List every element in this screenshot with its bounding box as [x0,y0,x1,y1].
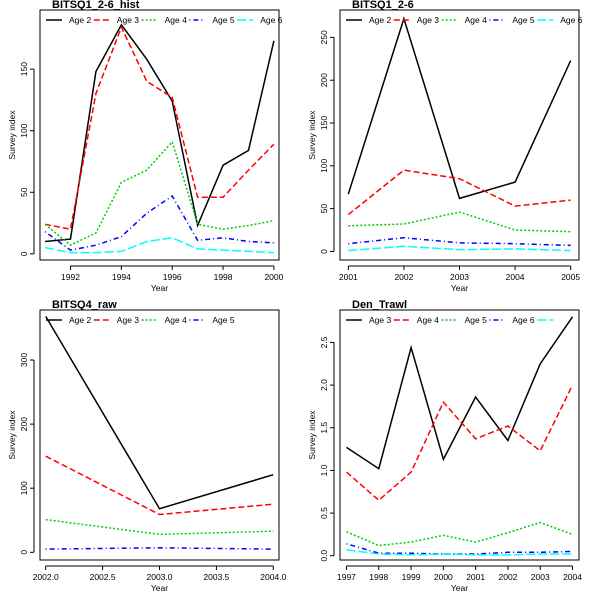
legend-label: Age 6 [260,15,282,25]
y-tick-label: 2.0 [319,379,329,391]
legend-label: Age 5 [465,315,487,325]
chart-title: Den_Trawl [352,299,407,311]
legend-label: Age 4 [465,15,487,25]
x-tick-label: 2002.0 [33,572,59,582]
chart-panel-3: BITSQ4_raw 2002.0 2002.5 2003.0 2003.5 2004.0… [7,299,287,593]
plot-frame [39,9,280,261]
y-tick-label: 150 [319,116,329,130]
y-tick-label: 0 [19,550,29,555]
series-line-1 [45,316,274,510]
x-tick-label: 2004 [506,272,525,282]
x-tick-label: 1998 [214,272,233,282]
y-tick-label: 2.5 [319,336,329,348]
x-tick-label: 2004 [563,572,582,582]
series-line-5 [348,245,571,252]
y-tick-label: 100 [19,123,29,137]
series-line-3 [348,211,571,233]
series-line-2 [346,384,574,502]
x-axis-label: Year [151,283,168,293]
legend-label: Age 2 [69,315,91,325]
legend-label: Age 3 [369,315,391,325]
legend-label: Age 4 [165,15,187,25]
y-tick-label: 100 [19,481,29,495]
x-tick-label: 1997 [337,572,356,582]
legend-label: Age 5 [212,15,234,25]
y-axis-label: Survey index [307,410,317,460]
legend-label: Age 2 [69,15,91,25]
series-line-3 [44,140,275,247]
y-tick-label: 50 [319,204,329,214]
x-tick-label: 2005 [561,272,580,282]
series-line-2 [44,25,275,231]
x-tick-label: 1999 [402,572,421,582]
x-tick-label: 2000 [434,572,453,582]
x-tick-label: 2002 [394,272,413,282]
y-tick-label: 0 [319,249,329,254]
y-tick-label: 0.5 [319,507,329,519]
series-line-2 [45,455,274,516]
legend-label: Age 5 [512,15,534,25]
legend-label: Age 5 [212,315,234,325]
y-tick-label: 0 [19,251,29,256]
y-tick-label: 0.0 [319,550,329,562]
x-tick-label: 1996 [163,272,182,282]
x-tick-label: 2002 [498,572,517,582]
x-tick-label: 2000 [264,272,283,282]
series-line-4 [348,236,571,247]
x-tick-label: 2003 [531,572,550,582]
x-axis-label: Year [151,583,168,593]
series-line-1 [346,316,574,470]
y-tick-label: 200 [319,73,329,87]
x-tick-label: 1994 [112,272,131,282]
chart-title: BITSQ1_2-6 [352,0,414,11]
legend-label: Age 4 [165,315,187,325]
x-tick-label: 2003 [450,272,469,282]
series-line-2 [347,169,571,216]
plot-frame [39,309,280,561]
x-tick-label: 2003.0 [147,572,173,582]
y-tick-label: 50 [19,187,29,197]
y-tick-label: 100 [319,158,329,172]
legend-label: Age 3 [117,315,139,325]
chart-title: BITSQ1_2-6_hist [52,0,140,11]
series-line-1 [347,16,572,200]
y-tick-label: 250 [319,30,329,44]
x-tick-label: 2004.0 [260,572,286,582]
chart-panel-4: Den_Trawl 1997 1998 1999 2000 2001 2002 2003 200… [307,299,582,593]
series-line-3 [346,521,573,547]
series-line-4 [44,194,274,251]
y-axis-label: Survey index [7,410,17,460]
legend-label: Age 6 [560,15,582,25]
series-line-5 [44,237,274,254]
plot-frame [339,309,580,561]
series-line-1 [45,23,275,243]
chart-panel-2: BITSQ1_2-6 2001 2002 2003 2004 2005 Year 0 50 100… [307,0,583,293]
legend-label: Age 3 [117,15,139,25]
chart-panel-1: BITSQ1_2-6_hist 1992 1994 1996 1998 2000 Year 0… [7,0,284,293]
x-axis-label: Year [451,583,468,593]
chart-title: BITSQ4_raw [52,299,117,311]
legend-label: Age 2 [369,15,391,25]
y-axis-label: Survey index [307,110,317,160]
x-tick-label: 2003.5 [203,572,229,582]
y-tick-label: 200 [19,417,29,431]
x-tick-label: 2001 [466,572,485,582]
x-tick-label: 1992 [61,272,80,282]
legend-label: Age 4 [417,315,439,325]
y-tick-label: 1.0 [319,464,329,476]
x-tick-label: 2001 [339,272,358,282]
series-line-4 [45,547,274,550]
y-tick-label: 150 [19,62,29,76]
legend-label: Age 3 [417,15,439,25]
x-tick-label: 1998 [369,572,388,582]
series-line-5 [346,549,573,556]
y-tick-label: 300 [19,353,29,367]
x-axis-label: Year [451,283,468,293]
y-tick-label: 1.5 [319,422,329,434]
x-tick-label: 2002.5 [90,572,116,582]
legend-label: Age 6 [512,315,534,325]
y-axis-label: Survey index [7,110,17,160]
plot-frame [339,9,580,261]
